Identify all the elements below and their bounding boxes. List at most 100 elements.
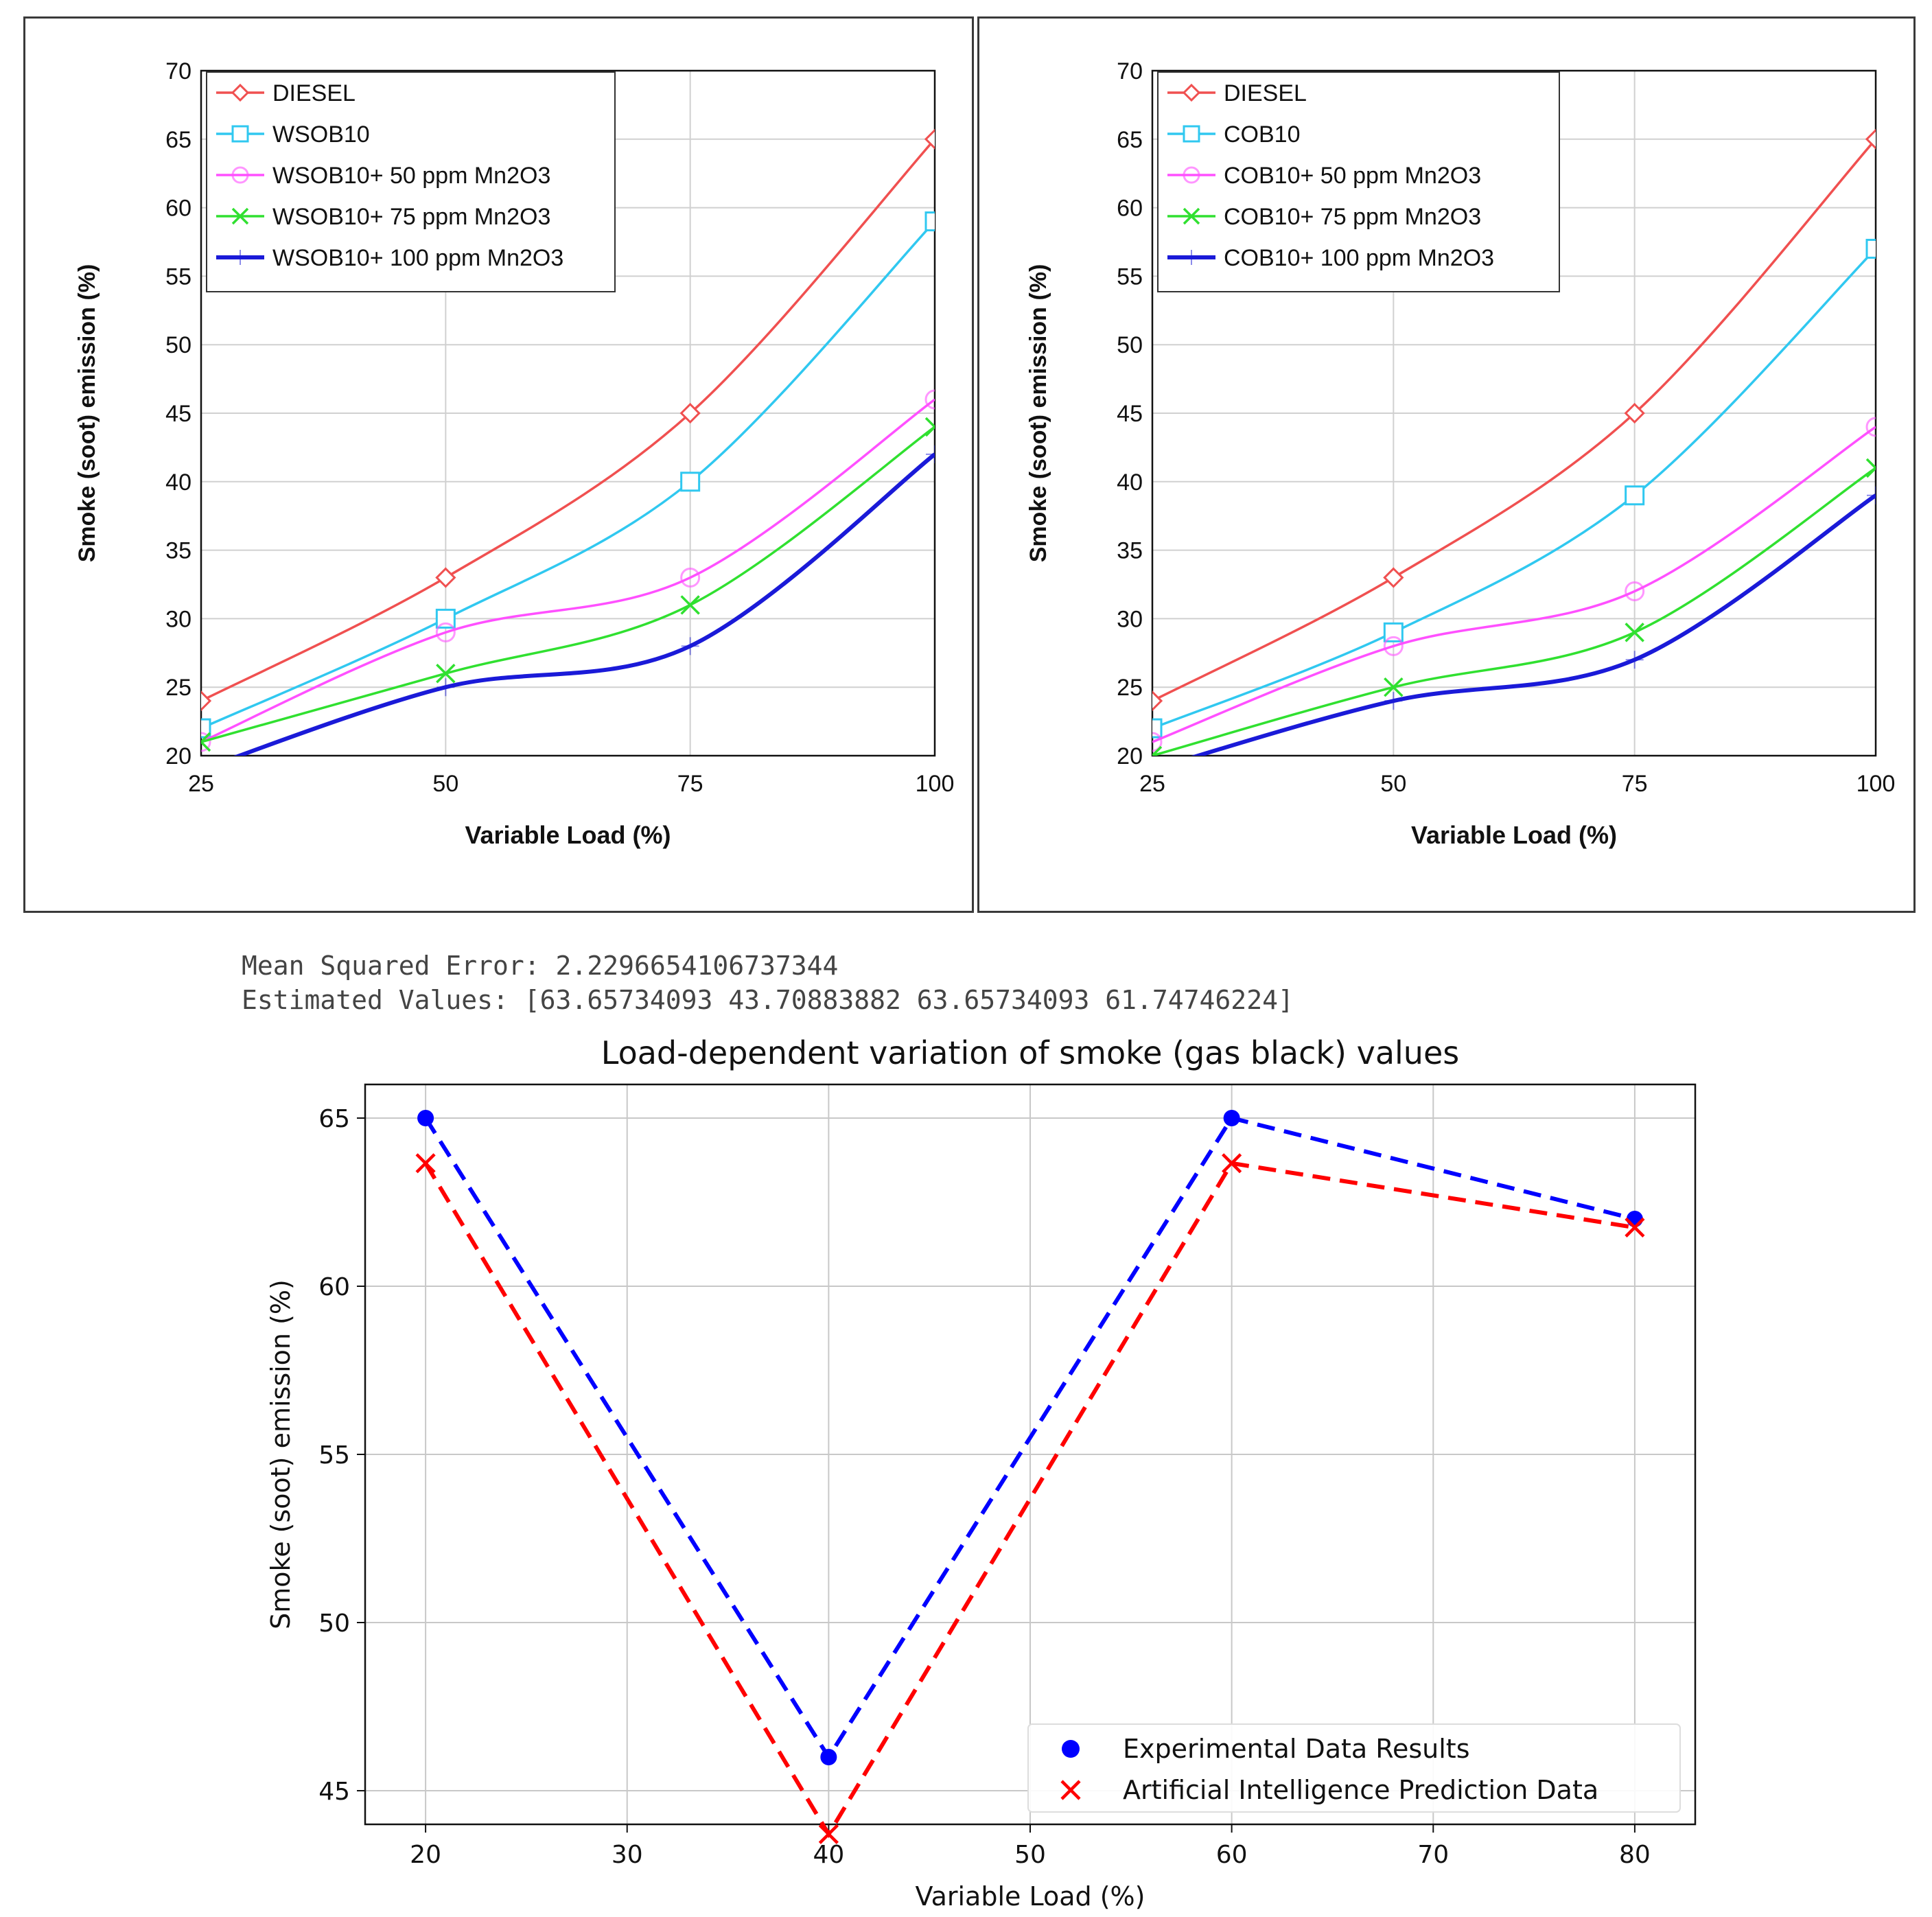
y-tick-label: 65 bbox=[318, 1105, 350, 1133]
data-point bbox=[924, 389, 935, 410]
y-tick-label: 50 bbox=[165, 332, 191, 358]
data-point bbox=[201, 732, 211, 752]
data-point bbox=[924, 417, 935, 437]
legend-label: WSOB10+ 50 ppm Mn2O3 bbox=[272, 163, 550, 189]
data-point bbox=[681, 637, 699, 655]
legend-marker bbox=[1182, 83, 1201, 102]
data-point bbox=[1383, 636, 1404, 656]
legend-marker bbox=[233, 250, 248, 265]
y-tick-label: 25 bbox=[1117, 675, 1143, 701]
y-tick-label: 45 bbox=[1117, 401, 1143, 427]
legend-label: DIESEL bbox=[272, 80, 356, 106]
data-point bbox=[1625, 623, 1644, 642]
data-point bbox=[1865, 417, 1876, 437]
data-point bbox=[1865, 238, 1876, 259]
series-cob10-100-ppm-mn2o3 bbox=[1191, 486, 1876, 756]
data-point bbox=[415, 1153, 436, 1174]
y-axis-label: Smoke (soot) emission (%) bbox=[1025, 264, 1051, 563]
data-point bbox=[924, 211, 935, 232]
y-tick-label: 70 bbox=[165, 58, 191, 84]
data-point bbox=[1867, 486, 1876, 504]
data-point bbox=[436, 664, 456, 684]
data-point bbox=[820, 1749, 837, 1765]
series-line bbox=[201, 220, 935, 730]
legend-marker bbox=[231, 207, 249, 225]
y-tick-label: 50 bbox=[318, 1610, 350, 1638]
legend-marker bbox=[231, 125, 249, 143]
x-axis-label: Variable Load (%) bbox=[1411, 821, 1617, 849]
series-artificial-intelligence-prediction-data bbox=[415, 1153, 1645, 1844]
x-tick-label: 50 bbox=[432, 771, 458, 797]
data-point bbox=[417, 1110, 434, 1126]
series-line bbox=[201, 138, 935, 702]
data-point bbox=[924, 128, 935, 150]
y-tick-label: 55 bbox=[318, 1441, 350, 1469]
series-cob10-75-ppm-mn2o3 bbox=[1152, 458, 1876, 756]
data-point bbox=[201, 732, 211, 752]
data-point bbox=[1152, 690, 1163, 712]
x-tick-label: 25 bbox=[188, 771, 214, 797]
x-tick-label: 100 bbox=[916, 771, 955, 797]
data-point bbox=[680, 568, 701, 588]
x-tick-label: 40 bbox=[813, 1841, 844, 1869]
y-tick-label: 20 bbox=[165, 743, 191, 769]
series-line bbox=[423, 1161, 1636, 1839]
series-line bbox=[201, 398, 935, 743]
legend-label: WSOB10+ 75 ppm Mn2O3 bbox=[272, 204, 550, 230]
data-point bbox=[435, 608, 456, 629]
y-tick-label: 50 bbox=[1117, 332, 1143, 358]
data-point bbox=[1222, 1153, 1242, 1174]
plot-frame bbox=[364, 1083, 1697, 1826]
legend-box bbox=[206, 71, 616, 292]
series-line bbox=[201, 426, 935, 743]
legend-box bbox=[1157, 71, 1560, 292]
series-line bbox=[423, 1115, 1636, 1761]
legend-label: COB10+ 75 ppm Mn2O3 bbox=[1224, 204, 1481, 230]
y-tick-label: 20 bbox=[1117, 743, 1143, 769]
legend-label: COB10+ 50 ppm Mn2O3 bbox=[1224, 163, 1481, 189]
series-line bbox=[1191, 493, 1876, 756]
data-point bbox=[818, 1824, 839, 1844]
y-tick-label: 25 bbox=[165, 675, 191, 701]
y-tick-label: 35 bbox=[1117, 538, 1143, 564]
legend-label: COB10+ 100 ppm Mn2O3 bbox=[1224, 245, 1494, 271]
data-point bbox=[1152, 745, 1163, 756]
data-point bbox=[1625, 581, 1645, 601]
data-point bbox=[1625, 485, 1645, 506]
data-point bbox=[1625, 1217, 1645, 1238]
data-point bbox=[1383, 567, 1404, 588]
y-tick-label: 35 bbox=[165, 538, 191, 564]
legend-label: Artificial Intelligence Prediction Data bbox=[1123, 1775, 1598, 1805]
x-tick-label: 60 bbox=[1216, 1841, 1248, 1869]
data-point bbox=[435, 622, 456, 642]
x-tick-label: 30 bbox=[612, 1841, 643, 1869]
legend-marker bbox=[1060, 1780, 1081, 1800]
x-tick-label: 50 bbox=[1380, 771, 1406, 797]
y-tick-label: 30 bbox=[165, 606, 191, 632]
plot-frame bbox=[200, 69, 936, 757]
series-diesel bbox=[1152, 128, 1876, 712]
data-point bbox=[437, 678, 455, 697]
data-point bbox=[680, 595, 700, 615]
data-point bbox=[1865, 128, 1876, 150]
bottom-legend: Experimental Data Results Artificial Inte… bbox=[1027, 1723, 1681, 1813]
bottom-grid bbox=[365, 1084, 1695, 1824]
series-line bbox=[233, 452, 935, 756]
y-tick-label: 60 bbox=[318, 1273, 350, 1301]
y-tick-label: 55 bbox=[165, 264, 191, 290]
y-tick-label: 45 bbox=[318, 1778, 350, 1806]
legend-label: Experimental Data Results bbox=[1123, 1734, 1470, 1764]
y-tick-label: 40 bbox=[1117, 469, 1143, 496]
data-point bbox=[1624, 402, 1645, 424]
chart-title: Load-dependent variation of smoke (gas b… bbox=[601, 1034, 1459, 1071]
data-point bbox=[680, 472, 701, 492]
data-point bbox=[1865, 458, 1876, 478]
data-point bbox=[435, 567, 456, 588]
legend-marker bbox=[1183, 125, 1200, 143]
y-tick-label: 40 bbox=[165, 469, 191, 496]
series-cob10 bbox=[1152, 238, 1876, 739]
y-axis-label: Smoke (soot) emission (%) bbox=[266, 1279, 296, 1629]
series-line bbox=[1152, 138, 1876, 702]
